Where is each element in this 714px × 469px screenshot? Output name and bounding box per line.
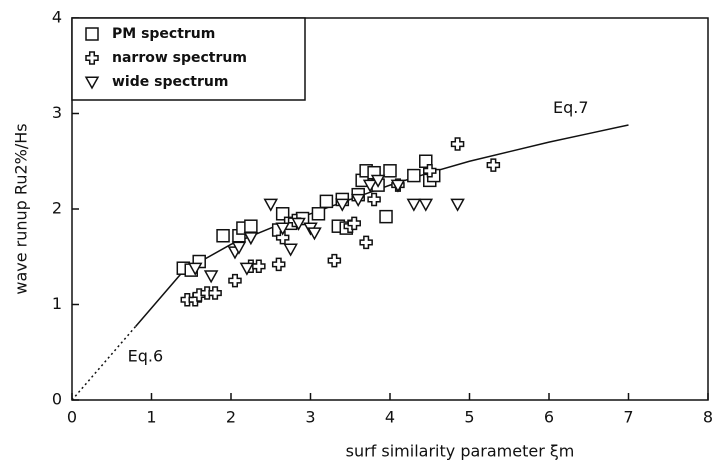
annotation: Eq.6: [128, 347, 164, 366]
annotation: Eq.7: [553, 98, 589, 117]
x-tick-label: 2: [226, 408, 236, 427]
point: [367, 192, 381, 207]
x-tick-label: 6: [544, 408, 554, 427]
y-tick-label: 2: [52, 199, 62, 218]
point: [370, 174, 386, 188]
point: [335, 198, 350, 212]
y-tick-label: 3: [52, 103, 62, 122]
point: [350, 193, 366, 207]
point: [187, 262, 203, 276]
point: [450, 198, 465, 212]
point: [231, 241, 247, 255]
point: [406, 198, 422, 212]
point: [263, 198, 279, 212]
curve: [135, 124, 629, 327]
y-tick-label: 1: [52, 294, 62, 313]
point: [362, 179, 378, 193]
point: [252, 259, 266, 274]
point: [291, 217, 306, 231]
legend-label: PM spectrum: [112, 26, 215, 42]
x-tick-label: 4: [385, 408, 395, 427]
point: [486, 158, 501, 172]
point: [239, 262, 255, 276]
y-axis-label: wave runup Ru2%/Hs: [12, 123, 31, 294]
x-axis-label: surf similarity parameter ξm: [346, 442, 575, 461]
x-tick-label: 5: [464, 408, 474, 427]
point: [423, 164, 437, 178]
point: [311, 207, 326, 221]
curve: [71, 325, 137, 401]
legend-label: narrow spectrum: [112, 50, 247, 66]
point: [203, 270, 219, 284]
point: [319, 194, 334, 209]
point: [283, 243, 298, 257]
point: [327, 253, 342, 268]
legend-marker: [85, 27, 99, 41]
x-tick-label: 8: [703, 408, 713, 427]
point: [275, 222, 290, 236]
point: [418, 198, 434, 212]
legend-label: wide spectrum: [112, 74, 228, 90]
point: [390, 179, 406, 193]
point: [244, 219, 258, 233]
point: [243, 232, 259, 246]
point: [271, 257, 286, 272]
point: [307, 227, 322, 241]
x-tick-label: 0: [67, 408, 77, 427]
y-tick-label: 4: [52, 8, 62, 27]
point: [379, 209, 393, 224]
x-tick-label: 3: [305, 408, 315, 427]
point: [347, 216, 361, 231]
point: [359, 235, 373, 250]
point: [216, 228, 230, 243]
legend-marker: [85, 51, 99, 65]
y-tick-label: 0: [52, 390, 62, 409]
point: [450, 137, 465, 151]
point: [228, 273, 242, 288]
point: [383, 164, 397, 178]
legend-box: [71, 17, 306, 101]
x-tick-label: 1: [146, 408, 156, 427]
point: [208, 286, 222, 300]
x-tick-label: 7: [623, 408, 633, 427]
legend-marker: [84, 76, 100, 90]
point: [407, 168, 421, 183]
